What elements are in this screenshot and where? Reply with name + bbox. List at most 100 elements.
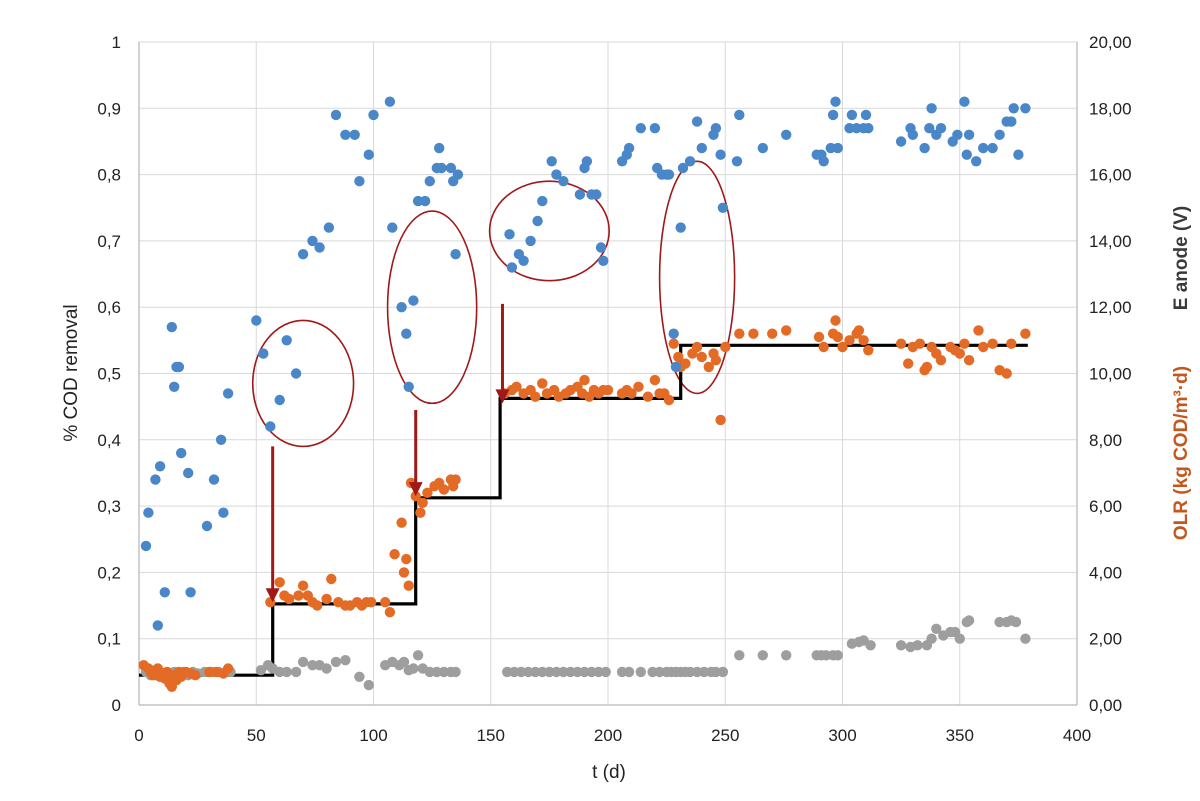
- y-left-tick-label: 0,3: [97, 497, 121, 516]
- olr-point: [853, 325, 865, 336]
- olr-point: [830, 315, 841, 326]
- cod-point: [551, 169, 562, 180]
- cod-point: [314, 242, 325, 253]
- highlight-ellipse: [386, 210, 478, 405]
- y-right-tick-label: 16,00: [1089, 166, 1132, 185]
- y-left-tick-label: 0,2: [97, 563, 121, 582]
- cod-point: [452, 169, 464, 180]
- y-left-tick-label: 0,7: [97, 232, 121, 251]
- y-left-tick-label: 0,4: [97, 431, 121, 450]
- olr-point: [673, 351, 684, 363]
- cod-point: [258, 348, 269, 359]
- cod-point: [649, 123, 661, 134]
- olr-point: [222, 663, 234, 674]
- olr-point: [668, 338, 679, 349]
- x-tick-label: 150: [477, 726, 505, 745]
- olr-point: [813, 331, 825, 343]
- olr-point: [415, 507, 426, 518]
- x-tick-label: 200: [594, 726, 622, 745]
- olr-point: [403, 580, 414, 591]
- olr-point: [818, 341, 829, 353]
- olr-point: [748, 328, 759, 339]
- highlight-ellipse: [251, 319, 355, 448]
- y-right-tick-label: 8,00: [1089, 431, 1122, 450]
- olr-point: [366, 597, 377, 608]
- cod-point: [781, 129, 792, 140]
- cod-point: [935, 123, 947, 134]
- olr-point: [511, 381, 522, 392]
- grid: [139, 41, 1078, 705]
- cod-point: [525, 235, 536, 247]
- olr-point: [963, 355, 975, 366]
- olr-point: [626, 388, 637, 399]
- cod-point: [445, 162, 457, 174]
- cod-point: [574, 189, 586, 200]
- cod-point: [1008, 103, 1019, 114]
- cod-point: [166, 321, 177, 333]
- olr-point: [450, 474, 461, 485]
- cod-point: [558, 176, 569, 187]
- olr-point: [935, 355, 947, 366]
- anode-point: [865, 640, 876, 651]
- olr-point: [987, 338, 998, 349]
- olr-point: [642, 391, 654, 402]
- cod-point: [961, 149, 972, 160]
- cod-point: [307, 235, 318, 247]
- anode-point: [363, 679, 374, 691]
- cod-point: [907, 129, 918, 140]
- cod-point: [677, 162, 689, 174]
- olr-point: [384, 607, 396, 618]
- anode-point: [895, 640, 907, 651]
- cod-point: [715, 149, 726, 160]
- cod-point: [994, 129, 1005, 140]
- olr-point: [1001, 368, 1012, 379]
- anode-point: [781, 650, 792, 661]
- cod-point: [159, 587, 170, 598]
- axes: [138, 42, 1078, 706]
- olr-point: [663, 394, 675, 406]
- anode-point: [450, 666, 461, 678]
- cod-point: [623, 142, 635, 154]
- cod-point: [663, 169, 675, 180]
- anode-point: [963, 615, 975, 626]
- cod-point: [863, 123, 874, 134]
- olr-point: [978, 341, 989, 353]
- cod-point: [419, 195, 431, 207]
- y-right-tick-label: 12,00: [1089, 298, 1132, 317]
- cod-point: [387, 222, 398, 233]
- olr-point: [321, 593, 332, 605]
- olr-point: [1020, 328, 1031, 339]
- anode-point: [1020, 633, 1031, 644]
- cod-point: [408, 295, 419, 306]
- olr-point: [389, 549, 400, 560]
- x-tick-label: 250: [711, 726, 739, 745]
- anode-point: [600, 666, 611, 678]
- olr-point: [858, 335, 869, 346]
- arrow-head: [495, 389, 510, 404]
- olr-point: [1006, 338, 1017, 349]
- olr-point: [417, 497, 428, 508]
- cod-point: [860, 109, 872, 121]
- highlight-ellipse: [488, 180, 610, 282]
- olr-point: [312, 600, 323, 611]
- cod-point: [436, 162, 447, 174]
- cod-point: [297, 249, 309, 260]
- x-tick-label: 100: [359, 726, 387, 745]
- highlight-ellipse: [658, 160, 736, 395]
- olr-point: [579, 374, 590, 386]
- arrows-layer: [265, 303, 510, 603]
- x-tick-label: 0: [134, 726, 143, 745]
- anode-point: [912, 640, 923, 651]
- cod-point: [396, 302, 407, 313]
- cod-point: [963, 129, 975, 140]
- cod-point: [668, 328, 679, 339]
- anode-point: [1010, 616, 1022, 628]
- x-tick-label: 50: [247, 726, 266, 745]
- anode-point: [281, 666, 292, 678]
- anode-point: [757, 650, 768, 661]
- olr-point: [895, 338, 907, 349]
- cod-point: [323, 222, 335, 233]
- anode-point: [408, 663, 419, 674]
- y-right-tick-label: 18,00: [1089, 99, 1132, 118]
